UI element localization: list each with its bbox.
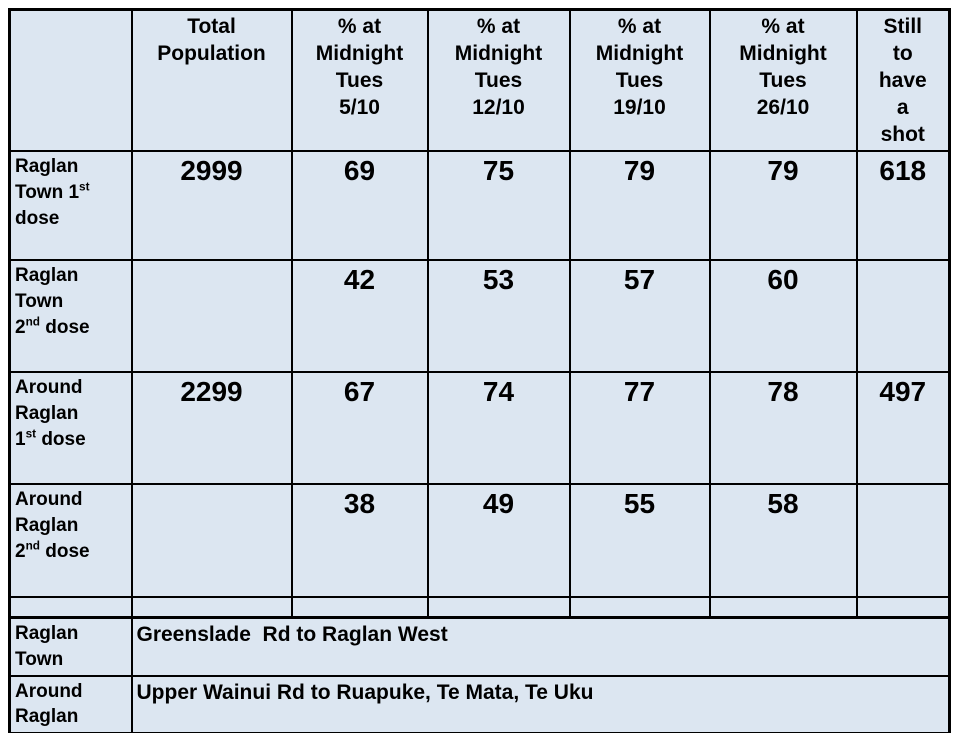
corner-cell bbox=[8, 8, 133, 153]
row-label-line: Around bbox=[15, 489, 83, 511]
cell-value: 38 bbox=[290, 483, 429, 599]
footer-text-raglan-town: Greenslade Rd to Raglan West bbox=[130, 616, 951, 677]
cell-value: 79 bbox=[568, 150, 711, 262]
footer-text-around-raglan: Upper Wainui Rd to Ruapuke, Te Mata, Te … bbox=[130, 674, 951, 733]
cell-value: 75 bbox=[426, 150, 571, 262]
row-around-raglan-2nd-dose: Around Raglan 2nd dose 38 49 55 58 bbox=[8, 483, 951, 599]
row-label-line: Town 1st bbox=[15, 180, 90, 204]
row-label-line: Raglan bbox=[15, 156, 79, 178]
header-total-population: Total Population bbox=[130, 8, 293, 153]
row-label-line: 2nd dose bbox=[15, 539, 90, 562]
header-pct-midnight-26-10: % at Midnight Tues 26/10 bbox=[708, 8, 858, 153]
row-raglan-town-2nd-dose: Raglan Town 2nd dose 42 53 57 60 bbox=[8, 259, 951, 374]
footer-label-around-raglan: Around Raglan bbox=[8, 674, 133, 733]
row-label-line: 2nd dose bbox=[15, 315, 90, 338]
row-label-line: dose bbox=[15, 207, 60, 229]
cell-value bbox=[130, 259, 293, 374]
spacer-cell bbox=[8, 596, 133, 619]
footer-row-around-raglan: Around Raglan Upper Wainui Rd to Ruapuke… bbox=[8, 674, 951, 733]
header-pct-midnight-12-10: % at Midnight Tues 12/10 bbox=[426, 8, 571, 153]
row-label-around-raglan-1st-dose: Around Raglan 1st dose bbox=[8, 371, 133, 486]
spacer-cell bbox=[568, 596, 711, 619]
header-still-to-have-a-shot: Still to have a shot bbox=[855, 8, 951, 153]
cell-value: 60 bbox=[708, 259, 858, 374]
cell-value: 497 bbox=[855, 371, 951, 486]
row-label-raglan-town-2nd-dose: Raglan Town 2nd dose bbox=[8, 259, 133, 374]
cell-value bbox=[855, 483, 951, 599]
spacer-cell bbox=[708, 596, 858, 619]
cell-value bbox=[130, 483, 293, 599]
spacer-cell bbox=[855, 596, 951, 619]
header-row: Total Population % at Midnight Tues 5/10… bbox=[8, 8, 951, 153]
header-pct-midnight-5-10: % at Midnight Tues 5/10 bbox=[290, 8, 429, 153]
row-label-line: Raglan bbox=[15, 265, 79, 287]
cell-value: 2299 bbox=[130, 371, 293, 486]
spacer-cell bbox=[130, 596, 293, 619]
cell-value: 58 bbox=[708, 483, 858, 599]
cell-value: 53 bbox=[426, 259, 571, 374]
spacer-cell bbox=[290, 596, 429, 619]
cell-value: 69 bbox=[290, 150, 429, 262]
cell-value: 42 bbox=[290, 259, 429, 374]
cell-value: 55 bbox=[568, 483, 711, 599]
footer-label-raglan-town: Raglan Town bbox=[8, 616, 133, 677]
cell-value: 2999 bbox=[130, 150, 293, 262]
row-raglan-town-1st-dose: Raglan Town 1st dose 2999 69 75 79 79 61… bbox=[8, 150, 951, 262]
header-pct-midnight-19-10: % at Midnight Tues 19/10 bbox=[568, 8, 711, 153]
row-label-line: Around bbox=[15, 377, 83, 399]
row-label-line: 1st dose bbox=[15, 427, 86, 450]
row-label-raglan-town-1st-dose: Raglan Town 1st dose bbox=[8, 150, 133, 262]
cell-value: 67 bbox=[290, 371, 429, 486]
cell-value: 77 bbox=[568, 371, 711, 486]
cell-value: 49 bbox=[426, 483, 571, 599]
spacer-cell bbox=[426, 596, 571, 619]
vaccination-table: Total Population % at Midnight Tues 5/10… bbox=[8, 8, 951, 733]
row-label-around-raglan-2nd-dose: Around Raglan 2nd dose bbox=[8, 483, 133, 599]
cell-value bbox=[855, 259, 951, 374]
spacer-row bbox=[8, 596, 951, 619]
row-label-line: Raglan bbox=[15, 515, 79, 537]
cell-value: 57 bbox=[568, 259, 711, 374]
cell-value: 79 bbox=[708, 150, 858, 262]
cell-value: 618 bbox=[855, 150, 951, 262]
cell-value: 74 bbox=[426, 371, 571, 486]
footer-row-raglan-town: Raglan Town Greenslade Rd to Raglan West bbox=[8, 616, 951, 677]
row-label-line: Raglan bbox=[15, 403, 79, 425]
cell-value: 78 bbox=[708, 371, 858, 486]
row-label-line: Town bbox=[15, 291, 64, 313]
row-around-raglan-1st-dose: Around Raglan 1st dose 2299 67 74 77 78 … bbox=[8, 371, 951, 486]
